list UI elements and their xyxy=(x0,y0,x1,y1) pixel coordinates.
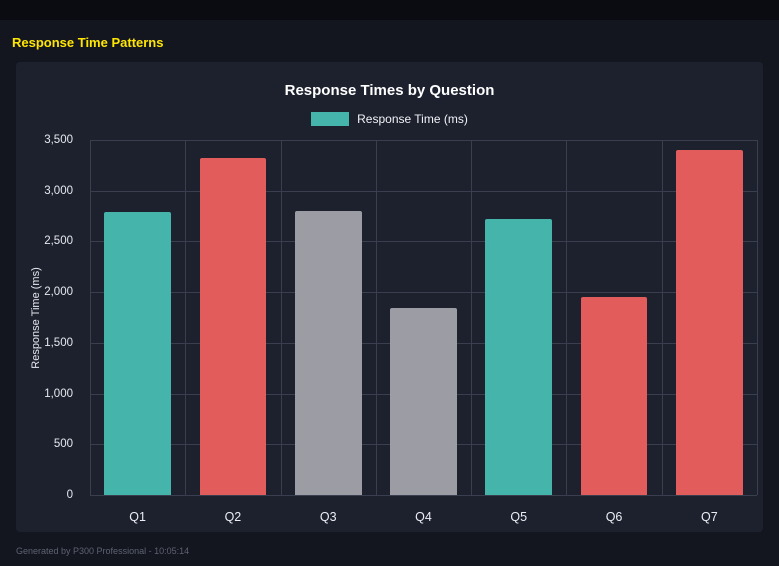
v-gridline xyxy=(375,140,377,495)
x-axis-label-q1: Q1 xyxy=(129,510,146,524)
y-tick-label: 1,000 xyxy=(44,387,73,400)
x-axis-label-q3: Q3 xyxy=(319,510,337,524)
y-tick-label: 1,500 xyxy=(44,336,73,349)
bar-slot-q1 xyxy=(90,140,185,495)
plot-area xyxy=(90,140,758,496)
h-gridline xyxy=(90,292,757,294)
h-gridline xyxy=(90,495,757,496)
v-gridline xyxy=(280,140,282,495)
y-tick-label: 3,000 xyxy=(44,184,73,197)
x-axis-labels: Q1 Q2 Q3 Q4 Q5 Q6 Q7 xyxy=(90,502,757,528)
y-tick-label: 0 xyxy=(66,489,73,501)
bar-slot-q3 xyxy=(281,140,376,495)
v-gridline xyxy=(185,140,187,495)
chart-body: Response Time (ms) 0 500 1,000 1,500 2,000 2,… xyxy=(16,134,763,540)
x-axis-label-q7: Q7 xyxy=(700,510,718,524)
legend-label: Response Time (ms) xyxy=(357,112,468,126)
page-title: Response Time Patterns xyxy=(12,35,164,50)
bar-q1[interactable] xyxy=(104,212,171,495)
y-tick-label: 2,000 xyxy=(44,286,73,299)
chart-panel: Response Times by Question Response Time… xyxy=(16,62,763,532)
bar-q4[interactable] xyxy=(390,308,457,495)
bar-q2[interactable] xyxy=(199,158,267,495)
x-axis-label-q6: Q6 xyxy=(605,510,623,524)
x-axis-label-q2: Q2 xyxy=(224,510,242,524)
v-gridline xyxy=(471,140,473,495)
legend-swatch xyxy=(311,112,350,126)
v-gridline xyxy=(757,140,758,495)
v-gridline xyxy=(90,140,91,495)
y-tick-label: 3,500 xyxy=(44,134,73,146)
x-axis-label-q4: Q4 xyxy=(415,510,432,524)
h-gridline xyxy=(90,241,757,243)
y-tick-label: 2,500 xyxy=(44,235,73,248)
h-gridline xyxy=(90,140,757,141)
chart-title: Response Times by Question xyxy=(284,82,495,99)
top-bar xyxy=(0,0,779,20)
bar-slot-q5 xyxy=(471,140,566,495)
bar-q3[interactable] xyxy=(294,211,362,495)
bar-q5[interactable] xyxy=(485,219,553,495)
bar-slot-q7 xyxy=(662,140,757,495)
bar-q6[interactable] xyxy=(580,297,648,495)
bar-slot-q4 xyxy=(376,140,471,495)
y-tick-label: 500 xyxy=(53,438,73,451)
h-gridline xyxy=(90,190,757,192)
v-gridline xyxy=(566,140,568,495)
chart-legend[interactable]: Response Time (ms) xyxy=(16,112,763,126)
y-tick-labels: 0 500 1,000 1,500 2,000 2,500 3,000 3,500 xyxy=(16,134,82,501)
bar-slot-q2 xyxy=(185,140,280,495)
bar-q7[interactable] xyxy=(676,150,743,495)
bar-slot-q6 xyxy=(566,140,661,495)
footer-note: Generated by P300 Professional - 10:05:1… xyxy=(16,546,190,556)
v-gridline xyxy=(661,140,663,495)
x-axis-label-q5: Q5 xyxy=(510,510,528,524)
